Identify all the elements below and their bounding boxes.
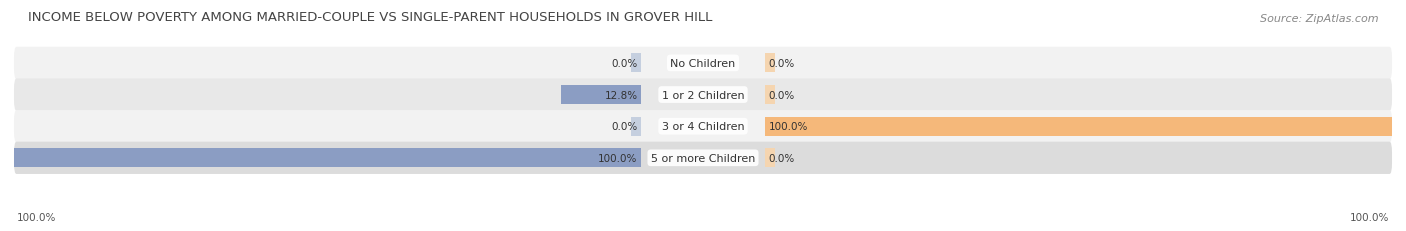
Bar — [765, 86, 775, 105]
Bar — [561, 86, 641, 105]
Text: 5 or more Children: 5 or more Children — [651, 153, 755, 163]
Text: 0.0%: 0.0% — [769, 153, 794, 163]
Bar — [631, 54, 641, 73]
Text: 0.0%: 0.0% — [769, 59, 794, 69]
Text: 1 or 2 Children: 1 or 2 Children — [662, 90, 744, 100]
Text: 100.0%: 100.0% — [17, 212, 56, 222]
Text: 100.0%: 100.0% — [598, 153, 637, 163]
Bar — [765, 117, 1392, 136]
Text: INCOME BELOW POVERTY AMONG MARRIED-COUPLE VS SINGLE-PARENT HOUSEHOLDS IN GROVER : INCOME BELOW POVERTY AMONG MARRIED-COUPL… — [28, 11, 713, 24]
Text: 0.0%: 0.0% — [612, 59, 637, 69]
Bar — [631, 117, 641, 136]
FancyBboxPatch shape — [14, 111, 1392, 143]
Text: Source: ZipAtlas.com: Source: ZipAtlas.com — [1260, 14, 1378, 24]
Text: 100.0%: 100.0% — [1350, 212, 1389, 222]
Text: 12.8%: 12.8% — [605, 90, 637, 100]
Text: 0.0%: 0.0% — [612, 122, 637, 132]
Bar — [765, 149, 775, 167]
Text: 3 or 4 Children: 3 or 4 Children — [662, 122, 744, 132]
Text: No Children: No Children — [671, 59, 735, 69]
FancyBboxPatch shape — [14, 142, 1392, 174]
Text: 0.0%: 0.0% — [769, 90, 794, 100]
FancyBboxPatch shape — [14, 79, 1392, 111]
Text: 100.0%: 100.0% — [769, 122, 808, 132]
Bar — [14, 149, 641, 167]
FancyBboxPatch shape — [14, 48, 1392, 80]
Bar — [765, 54, 775, 73]
